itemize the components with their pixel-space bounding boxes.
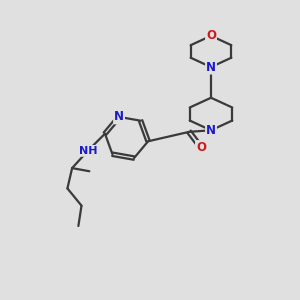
Text: N: N [114,110,124,123]
Text: N: N [206,124,216,137]
Text: O: O [196,141,206,154]
Text: N: N [206,61,216,74]
Text: NH: NH [79,146,97,156]
Text: O: O [206,29,216,42]
